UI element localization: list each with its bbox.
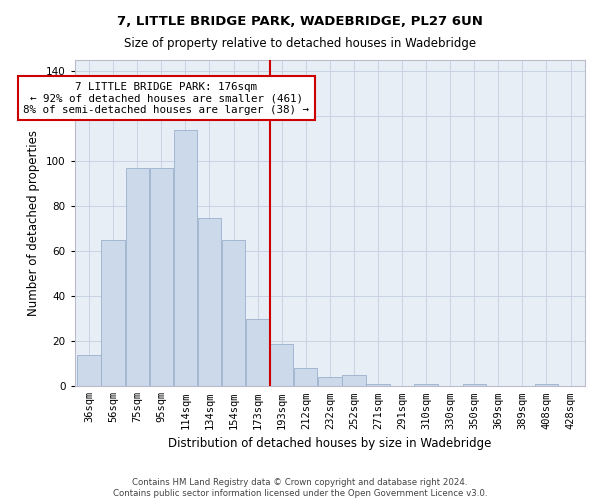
Bar [198,218,221,386]
Bar [174,130,197,386]
Y-axis label: Number of detached properties: Number of detached properties [28,130,40,316]
Bar [246,319,269,386]
Bar [101,240,125,386]
Bar [222,240,245,386]
Bar [77,355,101,386]
Bar [415,384,438,386]
Text: 7 LITTLE BRIDGE PARK: 176sqm
← 92% of detached houses are smaller (461)
8% of se: 7 LITTLE BRIDGE PARK: 176sqm ← 92% of de… [23,82,309,115]
Bar [270,344,293,386]
Bar [463,384,486,386]
Bar [294,368,317,386]
Bar [366,384,389,386]
Bar [149,168,173,386]
Bar [535,384,558,386]
Bar [318,378,341,386]
Bar [125,168,149,386]
Text: 7, LITTLE BRIDGE PARK, WADEBRIDGE, PL27 6UN: 7, LITTLE BRIDGE PARK, WADEBRIDGE, PL27 … [117,15,483,28]
Text: Size of property relative to detached houses in Wadebridge: Size of property relative to detached ho… [124,38,476,51]
Bar [342,375,365,386]
X-axis label: Distribution of detached houses by size in Wadebridge: Distribution of detached houses by size … [168,437,491,450]
Text: Contains HM Land Registry data © Crown copyright and database right 2024.
Contai: Contains HM Land Registry data © Crown c… [113,478,487,498]
